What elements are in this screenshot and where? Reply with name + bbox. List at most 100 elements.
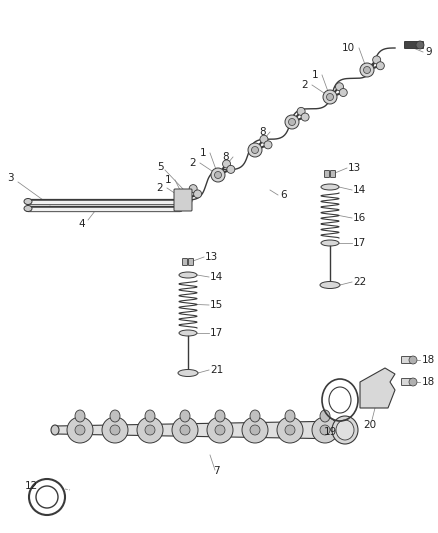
Circle shape xyxy=(75,425,85,435)
FancyBboxPatch shape xyxy=(402,357,414,364)
Circle shape xyxy=(339,88,347,96)
Ellipse shape xyxy=(285,410,295,422)
Polygon shape xyxy=(360,368,395,408)
Circle shape xyxy=(301,113,309,121)
Circle shape xyxy=(285,115,299,129)
Text: 4: 4 xyxy=(79,219,85,229)
Ellipse shape xyxy=(250,410,260,422)
Circle shape xyxy=(373,56,381,64)
Circle shape xyxy=(323,90,337,104)
Text: 14: 14 xyxy=(210,272,223,282)
Text: 9: 9 xyxy=(425,47,431,57)
Text: 1: 1 xyxy=(311,70,318,80)
Circle shape xyxy=(360,63,374,77)
Text: 18: 18 xyxy=(422,377,435,387)
Text: 5: 5 xyxy=(157,162,164,172)
Ellipse shape xyxy=(110,410,120,422)
Text: 1: 1 xyxy=(199,148,206,158)
FancyBboxPatch shape xyxy=(331,171,336,177)
Circle shape xyxy=(178,193,192,207)
Circle shape xyxy=(376,62,384,70)
Ellipse shape xyxy=(179,330,197,336)
Circle shape xyxy=(320,425,330,435)
Circle shape xyxy=(207,417,233,443)
Circle shape xyxy=(189,184,197,192)
Text: 16: 16 xyxy=(353,213,366,223)
FancyBboxPatch shape xyxy=(188,259,194,265)
Ellipse shape xyxy=(321,240,339,246)
FancyBboxPatch shape xyxy=(405,42,424,49)
Circle shape xyxy=(215,172,222,179)
Circle shape xyxy=(416,41,424,49)
Circle shape xyxy=(215,425,225,435)
Circle shape xyxy=(110,425,120,435)
Circle shape xyxy=(248,143,262,157)
Circle shape xyxy=(181,197,188,204)
Text: 2: 2 xyxy=(301,80,308,90)
Ellipse shape xyxy=(180,410,190,422)
Text: 3: 3 xyxy=(7,173,13,183)
Circle shape xyxy=(409,356,417,364)
FancyBboxPatch shape xyxy=(174,189,192,211)
Circle shape xyxy=(180,425,190,435)
Ellipse shape xyxy=(320,281,340,288)
Text: 15: 15 xyxy=(210,300,223,310)
Ellipse shape xyxy=(321,184,339,190)
Text: 6: 6 xyxy=(280,190,286,200)
FancyBboxPatch shape xyxy=(183,259,187,265)
Text: 22: 22 xyxy=(353,277,366,287)
Ellipse shape xyxy=(332,416,358,444)
Circle shape xyxy=(409,378,417,386)
Circle shape xyxy=(326,93,333,101)
Circle shape xyxy=(285,425,295,435)
Text: 18: 18 xyxy=(422,355,435,365)
Polygon shape xyxy=(55,421,345,439)
Ellipse shape xyxy=(75,410,85,422)
Text: 13: 13 xyxy=(348,163,361,173)
Circle shape xyxy=(223,160,230,168)
FancyBboxPatch shape xyxy=(325,171,329,177)
Ellipse shape xyxy=(51,425,59,435)
Text: 21: 21 xyxy=(210,365,223,375)
Circle shape xyxy=(67,417,93,443)
Ellipse shape xyxy=(336,420,354,440)
Circle shape xyxy=(102,417,128,443)
FancyBboxPatch shape xyxy=(402,378,414,385)
Text: 10: 10 xyxy=(342,43,355,53)
Circle shape xyxy=(289,118,296,125)
Text: 19: 19 xyxy=(323,427,337,437)
Ellipse shape xyxy=(179,272,197,278)
Text: 1: 1 xyxy=(164,175,171,185)
Circle shape xyxy=(172,417,198,443)
Circle shape xyxy=(211,168,225,182)
Circle shape xyxy=(251,147,258,154)
Circle shape xyxy=(137,417,163,443)
Text: 14: 14 xyxy=(353,185,366,195)
Text: 13: 13 xyxy=(205,252,218,262)
Text: 7: 7 xyxy=(213,466,219,476)
Text: 17: 17 xyxy=(353,238,366,248)
Circle shape xyxy=(227,165,235,173)
Ellipse shape xyxy=(178,369,198,376)
Circle shape xyxy=(260,135,268,143)
Text: 8: 8 xyxy=(223,152,229,162)
Circle shape xyxy=(336,83,343,91)
Ellipse shape xyxy=(145,410,155,422)
Text: 20: 20 xyxy=(363,420,376,430)
Text: 12: 12 xyxy=(25,481,38,491)
Circle shape xyxy=(297,107,305,115)
Circle shape xyxy=(264,141,272,149)
Text: 8: 8 xyxy=(259,127,266,137)
Circle shape xyxy=(277,417,303,443)
Ellipse shape xyxy=(24,206,32,212)
Ellipse shape xyxy=(24,198,32,205)
Ellipse shape xyxy=(320,410,330,422)
Text: 2: 2 xyxy=(156,183,163,193)
Circle shape xyxy=(312,417,338,443)
Ellipse shape xyxy=(215,410,225,422)
Circle shape xyxy=(242,417,268,443)
Circle shape xyxy=(250,425,260,435)
Circle shape xyxy=(364,67,371,74)
Text: 2: 2 xyxy=(189,158,196,168)
Text: 17: 17 xyxy=(210,328,223,338)
